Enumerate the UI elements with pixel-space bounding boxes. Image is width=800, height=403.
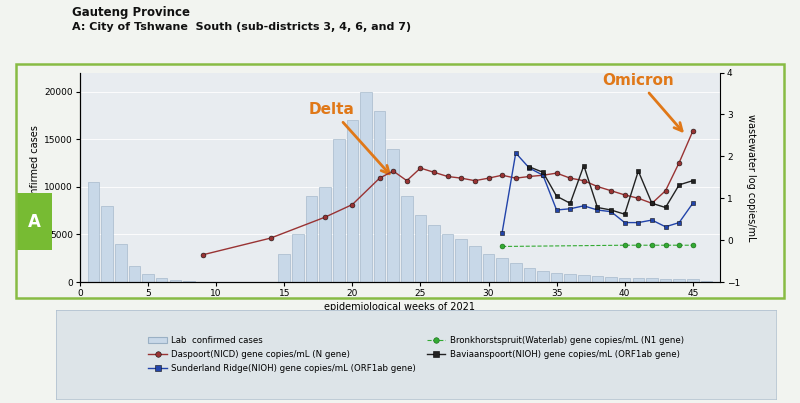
Bar — [428, 225, 440, 282]
Bar — [170, 280, 181, 282]
Bar — [333, 139, 345, 282]
Bar — [278, 253, 290, 282]
Bar — [442, 235, 454, 282]
Bar — [183, 281, 194, 282]
Bar — [592, 276, 603, 282]
Y-axis label: wastewater log copies/mL: wastewater log copies/mL — [746, 114, 756, 241]
Bar — [606, 277, 617, 282]
Bar — [660, 279, 671, 282]
Bar — [387, 149, 399, 282]
Bar — [510, 263, 522, 282]
Bar — [537, 271, 549, 282]
Bar — [156, 278, 167, 282]
Bar — [646, 278, 658, 282]
Bar — [523, 268, 535, 282]
Bar — [565, 274, 576, 282]
Bar — [551, 272, 562, 282]
Text: Omicron: Omicron — [602, 73, 682, 131]
Bar — [414, 216, 426, 282]
Y-axis label: Lab  confirmed cases: Lab confirmed cases — [30, 125, 40, 229]
Bar — [360, 91, 372, 282]
Bar — [619, 278, 630, 282]
Bar — [88, 182, 99, 282]
Bar — [292, 235, 304, 282]
Text: A: City of Tshwane  South (sub-districts 3, 4, 6, and 7): A: City of Tshwane South (sub-districts … — [72, 22, 411, 32]
Bar — [401, 196, 413, 282]
Text: A: A — [27, 213, 41, 231]
Bar — [469, 246, 481, 282]
Bar — [374, 111, 386, 282]
Bar — [674, 279, 685, 282]
Bar — [102, 206, 113, 282]
Bar — [701, 281, 712, 282]
X-axis label: epidemiological weeks of 2021: epidemiological weeks of 2021 — [325, 302, 475, 312]
Bar — [455, 239, 467, 282]
Bar — [129, 266, 140, 282]
Bar — [346, 120, 358, 282]
Legend: Lab  confirmed cases, Daspoort(NICD) gene copies/mL (N gene), Sunderland Ridge(N: Lab confirmed cases, Daspoort(NICD) gene… — [142, 329, 690, 380]
Bar — [115, 244, 126, 282]
Text: Gauteng Province: Gauteng Province — [72, 6, 190, 19]
Bar — [633, 278, 644, 282]
Bar — [687, 279, 698, 282]
Bar — [306, 196, 318, 282]
Bar — [142, 274, 154, 282]
Bar — [578, 275, 590, 282]
Text: Delta: Delta — [309, 102, 390, 174]
Bar — [319, 187, 331, 282]
Bar — [496, 258, 508, 282]
Bar — [482, 253, 494, 282]
